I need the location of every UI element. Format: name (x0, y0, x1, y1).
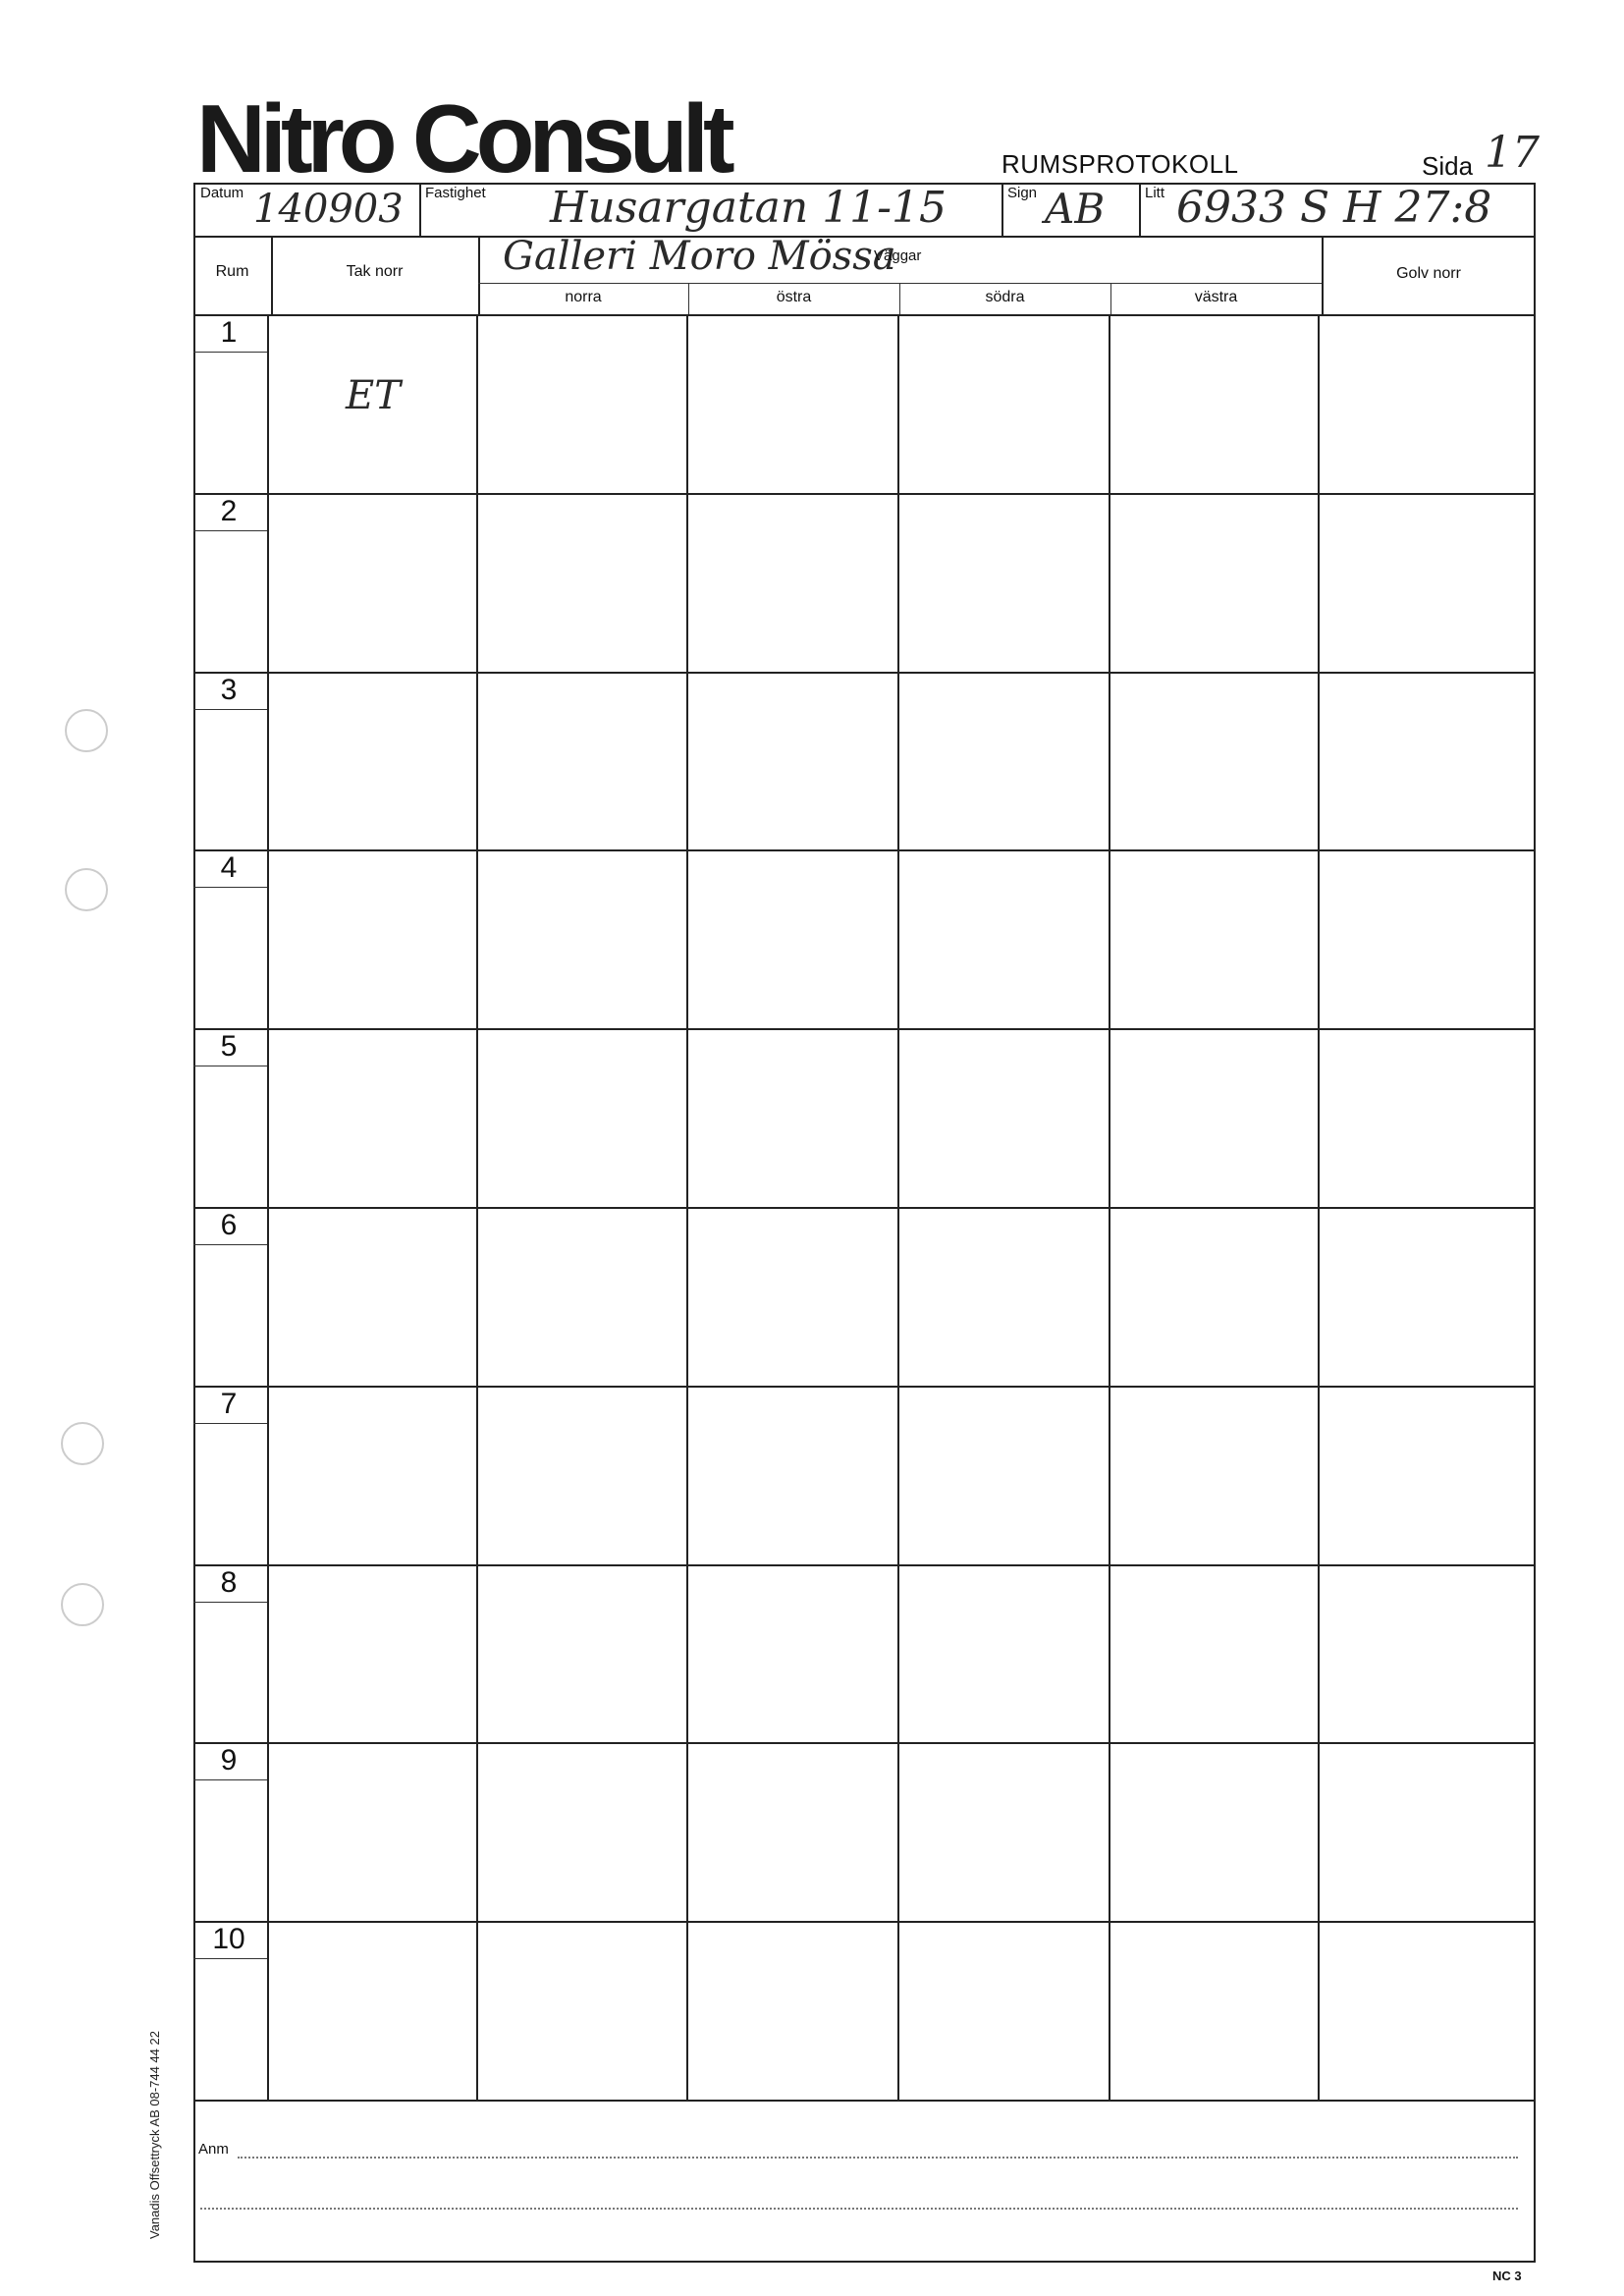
row-number: 8 (220, 1566, 238, 1599)
document-title: RUMSPROTOKOLL (1001, 149, 1239, 179)
page-label: Sida (1422, 151, 1474, 181)
brand-logo: Nitro Consult (196, 84, 735, 192)
row-number: 6 (220, 1209, 238, 1241)
row-number: 10 (212, 1923, 245, 1955)
row-number: 7 (220, 1388, 238, 1420)
sign-field[interactable]: AB (1045, 185, 1106, 233)
row-number: 9 (220, 1744, 238, 1777)
row-number: 5 (220, 1030, 238, 1063)
punch-hole (65, 709, 108, 752)
col-ostra: östra (776, 289, 812, 305)
row-number: 2 (220, 495, 238, 527)
row-number: 4 (220, 851, 238, 884)
litt-label: Litt (1145, 185, 1165, 201)
punch-hole (65, 868, 108, 911)
col-vaggar: Väggar (874, 247, 922, 264)
anm-line[interactable] (238, 2157, 1518, 2159)
col-norra: norra (565, 289, 602, 305)
vaggar-note[interactable]: Galleri Moro Mössa (503, 234, 896, 279)
page-number: 17 (1485, 128, 1540, 178)
tak-note[interactable]: ET (346, 373, 401, 418)
form-code: NC 3 (1492, 2269, 1522, 2283)
fastighet-field[interactable]: Husargatan 11-15 (550, 183, 947, 233)
col-sodra: södra (985, 289, 1025, 305)
row-number: 1 (220, 316, 238, 349)
punch-hole (61, 1422, 104, 1465)
punch-hole (61, 1583, 104, 1626)
col-golv: Golv norr (1396, 265, 1461, 282)
sign-label: Sign (1007, 185, 1038, 201)
col-rum: Rum (215, 263, 249, 280)
datum-field[interactable]: 140903 (253, 187, 404, 232)
anm-label: Anm (198, 2141, 229, 2158)
col-vastra: västra (1194, 289, 1238, 305)
printer-credit: Vanadis Offsettryck AB 08-744 44 22 (147, 2031, 162, 2239)
col-tak: Tak norr (346, 263, 404, 280)
fastighet-label: Fastighet (425, 185, 486, 201)
row-number: 3 (220, 674, 238, 706)
datum-label: Datum (200, 185, 244, 201)
litt-field[interactable]: 6933 S H 27:8 (1176, 183, 1492, 233)
anm-line[interactable] (200, 2208, 1518, 2210)
form-grid (193, 183, 1536, 2263)
